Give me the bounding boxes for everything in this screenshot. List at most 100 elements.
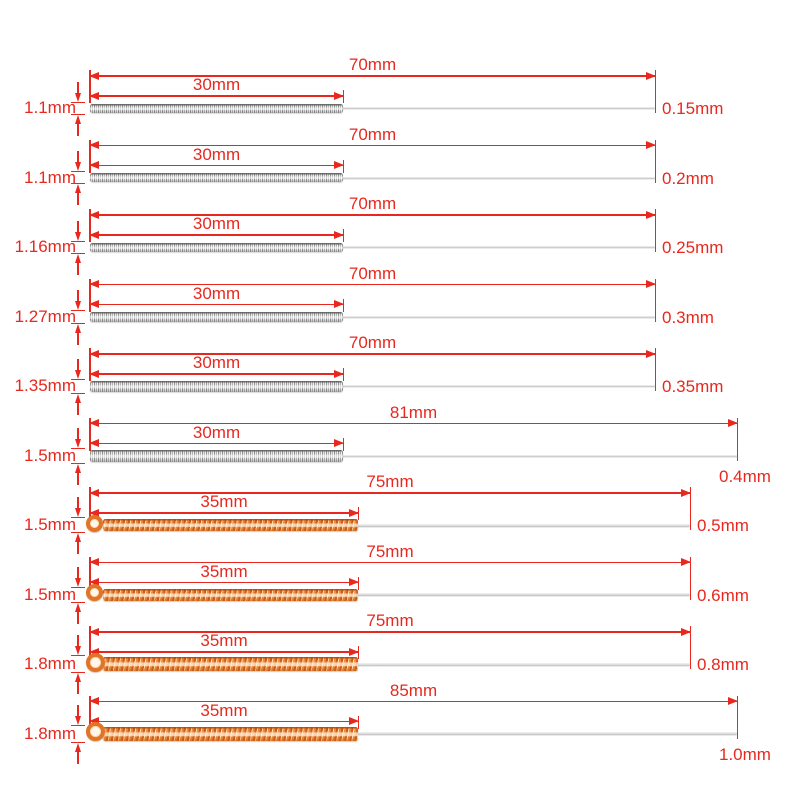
brush-length-dim-line bbox=[90, 651, 358, 653]
handle-diameter-label: 1.1mm bbox=[24, 98, 76, 117]
diameter-tick-bottom bbox=[71, 183, 85, 185]
dim-arrow-right-icon bbox=[349, 647, 359, 656]
dim-arrow-left-icon bbox=[89, 627, 99, 636]
diameter-tick-bottom bbox=[71, 113, 85, 115]
diameter-tick-top bbox=[71, 171, 85, 173]
dim-arrow-left-icon bbox=[89, 369, 99, 378]
total-length-label: 70mm bbox=[348, 263, 397, 283]
extension-line-brush-end bbox=[357, 507, 359, 520]
diameter-tick-top bbox=[71, 586, 85, 588]
extension-line-left bbox=[89, 556, 91, 590]
handle-diameter-label: 1.16mm bbox=[14, 237, 76, 256]
copper-loop-end bbox=[86, 584, 103, 601]
tip-diameter-label: 0.6mm bbox=[697, 585, 749, 605]
extension-line-left bbox=[89, 626, 91, 659]
dim-arrow-right-icon bbox=[681, 558, 691, 566]
tip-diameter-label: 0.3mm bbox=[662, 307, 714, 327]
dim-arrow-right-icon bbox=[334, 300, 344, 308]
brush-length-label: 30mm bbox=[192, 144, 241, 164]
needle-shaft bbox=[354, 523, 690, 527]
dim-arrow-right-icon bbox=[334, 230, 344, 239]
diameter-line-top bbox=[77, 497, 79, 509]
extension-line-right bbox=[654, 139, 656, 183]
extension-line-right bbox=[689, 556, 691, 600]
brush-length-label: 30mm bbox=[192, 75, 241, 94]
extension-line-left bbox=[89, 348, 91, 381]
dim-arrow-left-icon bbox=[89, 300, 99, 308]
diameter-line-bottom bbox=[77, 611, 79, 624]
handle-diameter-label: 1.5mm bbox=[24, 584, 76, 604]
extension-line-left bbox=[89, 139, 91, 173]
diameter-arrow-down-icon bbox=[74, 715, 81, 725]
tip-diameter-label: 0.15mm bbox=[662, 99, 724, 118]
dim-arrow-right-icon bbox=[728, 697, 738, 705]
diameter-arrow-up-icon bbox=[74, 393, 81, 403]
total-length-label: 75mm bbox=[366, 472, 414, 491]
brush-length-label: 30mm bbox=[192, 422, 241, 442]
needle-shaft bbox=[339, 107, 655, 109]
diameter-tick-top bbox=[71, 240, 85, 242]
steel-coil-handle bbox=[90, 311, 343, 322]
dim-arrow-left-icon bbox=[89, 210, 99, 219]
brush-length-dim-line bbox=[90, 95, 343, 97]
dim-arrow-right-icon bbox=[646, 71, 656, 80]
total-length-label: 75mm bbox=[366, 611, 414, 630]
diameter-tick-top bbox=[71, 724, 85, 726]
brush-length-label: 30mm bbox=[192, 214, 241, 233]
total-length-label: 85mm bbox=[389, 680, 438, 700]
total-length-dim-line bbox=[90, 492, 690, 494]
extension-line-right bbox=[736, 417, 738, 461]
extension-line-brush-end bbox=[342, 229, 344, 242]
total-length-dim-line bbox=[90, 144, 655, 146]
diameter-line-bottom bbox=[77, 682, 79, 694]
extension-line-right bbox=[736, 695, 738, 739]
diameter-arrow-down-icon bbox=[74, 162, 81, 171]
total-length-dim-line bbox=[90, 353, 655, 355]
dim-arrow-right-icon bbox=[728, 419, 738, 427]
diameter-tick-top bbox=[71, 101, 85, 103]
brush-length-dim-line bbox=[90, 581, 358, 583]
dim-arrow-right-icon bbox=[349, 508, 359, 517]
copper-loop-end bbox=[86, 722, 105, 741]
dim-arrow-right-icon bbox=[646, 280, 656, 288]
dim-arrow-right-icon bbox=[646, 210, 656, 219]
diameter-line-top bbox=[77, 635, 79, 647]
total-length-dim-line bbox=[90, 561, 690, 563]
steel-coil-handle bbox=[90, 242, 343, 252]
diameter-arrow-up-icon bbox=[74, 253, 81, 263]
dim-arrow-left-icon bbox=[89, 697, 99, 705]
brush-length-dim-line bbox=[90, 303, 343, 305]
copper-coil-handle bbox=[103, 519, 358, 531]
diameter-tick-bottom bbox=[71, 532, 85, 534]
dim-arrow-left-icon bbox=[89, 71, 99, 80]
brush-length-label: 35mm bbox=[200, 492, 248, 511]
diameter-tick-bottom bbox=[71, 741, 85, 743]
steel-coil-handle bbox=[90, 449, 343, 462]
brush-length-dim-line bbox=[90, 720, 358, 722]
dim-arrow-left-icon bbox=[89, 161, 99, 169]
total-length-dim-line bbox=[90, 75, 655, 77]
total-length-label: 81mm bbox=[389, 402, 438, 422]
diameter-arrow-down-icon bbox=[74, 369, 81, 379]
extension-line-left bbox=[89, 70, 91, 103]
dim-arrow-left-icon bbox=[89, 508, 99, 517]
dim-arrow-right-icon bbox=[349, 717, 359, 725]
diameter-tick-bottom bbox=[71, 462, 85, 464]
diameter-tick-bottom bbox=[71, 601, 85, 603]
dim-arrow-left-icon bbox=[89, 141, 99, 149]
needle-shaft bbox=[354, 593, 690, 596]
handle-diameter-label: 1.27mm bbox=[14, 306, 76, 326]
diameter-line-top bbox=[77, 289, 79, 302]
needle-shaft bbox=[339, 176, 655, 179]
brush-length-label: 30mm bbox=[192, 353, 241, 372]
diameter-arrow-down-icon bbox=[74, 577, 81, 587]
diameter-line-top bbox=[77, 81, 79, 94]
total-length-label: 70mm bbox=[348, 55, 397, 74]
diameter-line-bottom bbox=[77, 193, 79, 205]
extension-line-brush-end bbox=[342, 90, 344, 103]
brush-length-label: 35mm bbox=[200, 700, 248, 720]
total-length-dim-line bbox=[90, 631, 690, 633]
brush-length-label: 35mm bbox=[200, 561, 248, 581]
diameter-arrow-down-icon bbox=[74, 646, 81, 655]
